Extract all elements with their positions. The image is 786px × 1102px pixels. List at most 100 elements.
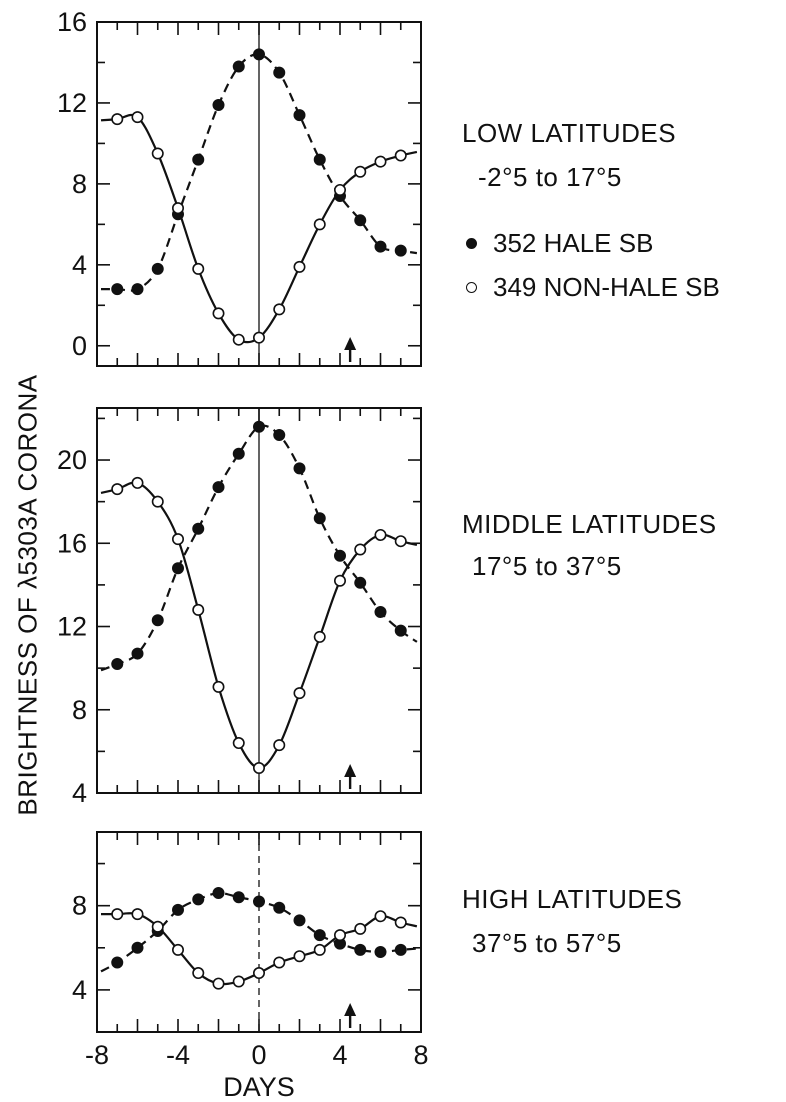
panel-middle-hale-point [394, 624, 407, 637]
x-tick-label: 8 [413, 1040, 428, 1070]
panel-high-non-hale-point [253, 967, 266, 980]
panel-low-hale-point [151, 262, 164, 275]
panel-low-non-hale-point [374, 155, 387, 168]
panel-middle-non-hale-point [192, 603, 205, 616]
panel-low-hale-point [354, 214, 367, 227]
panel-middle-hale-point [232, 447, 245, 460]
panel-low-hale-point [131, 283, 144, 296]
panel-middle-arrow-head-icon [344, 764, 357, 777]
panel-low-y-tick-label: 16 [57, 7, 87, 37]
panel-low-non-hale-point [273, 303, 286, 316]
panel-low-non-hale-point [354, 165, 367, 178]
panel-high-y-tick-label: 4 [72, 975, 87, 1005]
panel-middle-non-hale-point [253, 762, 266, 775]
panel-high-title: HIGH LATITUDES [462, 884, 683, 914]
panel-low-hale-point [313, 153, 326, 166]
panel-low-non-hale-point [131, 111, 144, 124]
panel-middle-non-hale-point [313, 630, 326, 643]
panel-high-non-hale-point [212, 977, 225, 990]
panel-middle-hale-point [111, 657, 124, 670]
panel-high-hale-point [394, 943, 407, 956]
panel-high-non-hale-point [192, 967, 205, 980]
panel-high-non-hale-point [354, 922, 367, 935]
panel-low-non-hale-point [212, 307, 225, 320]
panel-middle-hale-point [212, 481, 225, 494]
panel-middle-non-hale-point [172, 533, 185, 546]
panel-middle-non-hale-point [273, 739, 286, 752]
panel-high-hale-point [253, 895, 266, 908]
panel-high-arrow-head-icon [344, 1003, 357, 1016]
panel-low-non-hale-point [394, 149, 407, 162]
panel-low-non-hale-point [192, 262, 205, 275]
panel-middle-y-tick-label: 20 [57, 445, 87, 475]
panel-high-hale-point [192, 893, 205, 906]
panel-low-non-hale-point [232, 333, 245, 346]
panel-middle-range: 17°5 to 37°5 [472, 551, 622, 581]
x-tick-label: -8 [85, 1040, 109, 1070]
filled-circle-marker [466, 238, 477, 249]
panel-high-hale-point [232, 891, 245, 904]
panel-middle-y-tick-label: 12 [57, 612, 87, 642]
panel-high-hale-point [172, 903, 185, 916]
panel-high-hale-point [131, 941, 144, 954]
x-tick-label: 0 [251, 1040, 266, 1070]
panel-middle-hale-point [192, 522, 205, 535]
panel-low-y-tick-label: 4 [72, 250, 87, 280]
panel-middle-hale-point [273, 429, 286, 442]
panel-low-range: -2°5 to 17°5 [478, 162, 622, 192]
panel-low-non-hale-point [172, 202, 185, 215]
panel-middle-non-hale-point [131, 476, 144, 489]
panel-middle-non-hale-point [111, 483, 124, 496]
panel-middle-non-hale-point [374, 528, 387, 541]
y-axis-label: BRIGHTNESS OF λ5303A CORONA [12, 374, 43, 816]
panel-high-hale-point [273, 901, 286, 914]
panel-high-hale-point [374, 945, 387, 958]
panel-low-hale-point [273, 66, 286, 79]
panel-middle-hale-point [313, 512, 326, 525]
panel-high-non-hale-point [313, 943, 326, 956]
panel-middle-hale-point [172, 562, 185, 575]
panel-low-hale-point [232, 60, 245, 73]
panel-high-non-hale-point [172, 943, 185, 956]
panel-high-hale-point [212, 887, 225, 900]
panel-middle-non-hale-point [394, 535, 407, 548]
panel-middle-hale-point [131, 647, 144, 660]
panel-low-arrow-head-icon [344, 337, 357, 350]
panel-low-non-hale-point [313, 218, 326, 231]
panel-middle-title: MIDDLE LATITUDES [462, 509, 717, 539]
panel-high-non-hale-point [151, 920, 164, 933]
panel-middle-y-tick-label: 16 [57, 528, 87, 558]
panel-low-y-tick-label: 0 [72, 331, 87, 361]
panel-high-range: 37°5 to 57°5 [472, 928, 622, 958]
panel-high-non-hale-point [131, 908, 144, 921]
panel-low-non-hale-point [111, 113, 124, 126]
panel-high-non-hale-point [374, 910, 387, 923]
panel-middle-hale-point [354, 576, 367, 589]
panel-low-hale-point [374, 240, 387, 253]
panel-high-non-hale-point [232, 975, 245, 988]
legend-label-non-hale: 349 NON-HALE SB [493, 272, 720, 302]
x-tick-label: -4 [166, 1040, 190, 1070]
panel-low-hale-point [253, 48, 266, 61]
panel-middle-non-hale-point [293, 687, 306, 700]
panel-low-non-hale-point [253, 331, 266, 344]
panel-middle-non-hale-point [151, 495, 164, 508]
panel-high-non-hale-point [293, 950, 306, 963]
panel-middle-non-hale-point [354, 543, 367, 556]
panel-low-hale-point [111, 283, 124, 296]
panel-high-hale-point [313, 929, 326, 942]
panel-high-hale-point [354, 943, 367, 956]
panel-high-non-hale-point [111, 908, 124, 921]
panel-high-hale-point [293, 914, 306, 927]
panel-low-hale-point [394, 244, 407, 257]
legend-item-non-hale: 349 NON-HALE SB [466, 272, 720, 303]
panel-low-hale-point [293, 109, 306, 122]
panel-low-y-tick-label: 8 [72, 169, 87, 199]
panel-middle-hale-point [333, 549, 346, 562]
y-axis-label-container: BRIGHTNESS OF λ5303A CORONA [8, 330, 48, 860]
panel-low-non-hale-point [333, 183, 346, 196]
panel-middle-hale-point [151, 614, 164, 627]
panel-middle-hale-point [374, 605, 387, 618]
panel-low-hale-point [192, 153, 205, 166]
